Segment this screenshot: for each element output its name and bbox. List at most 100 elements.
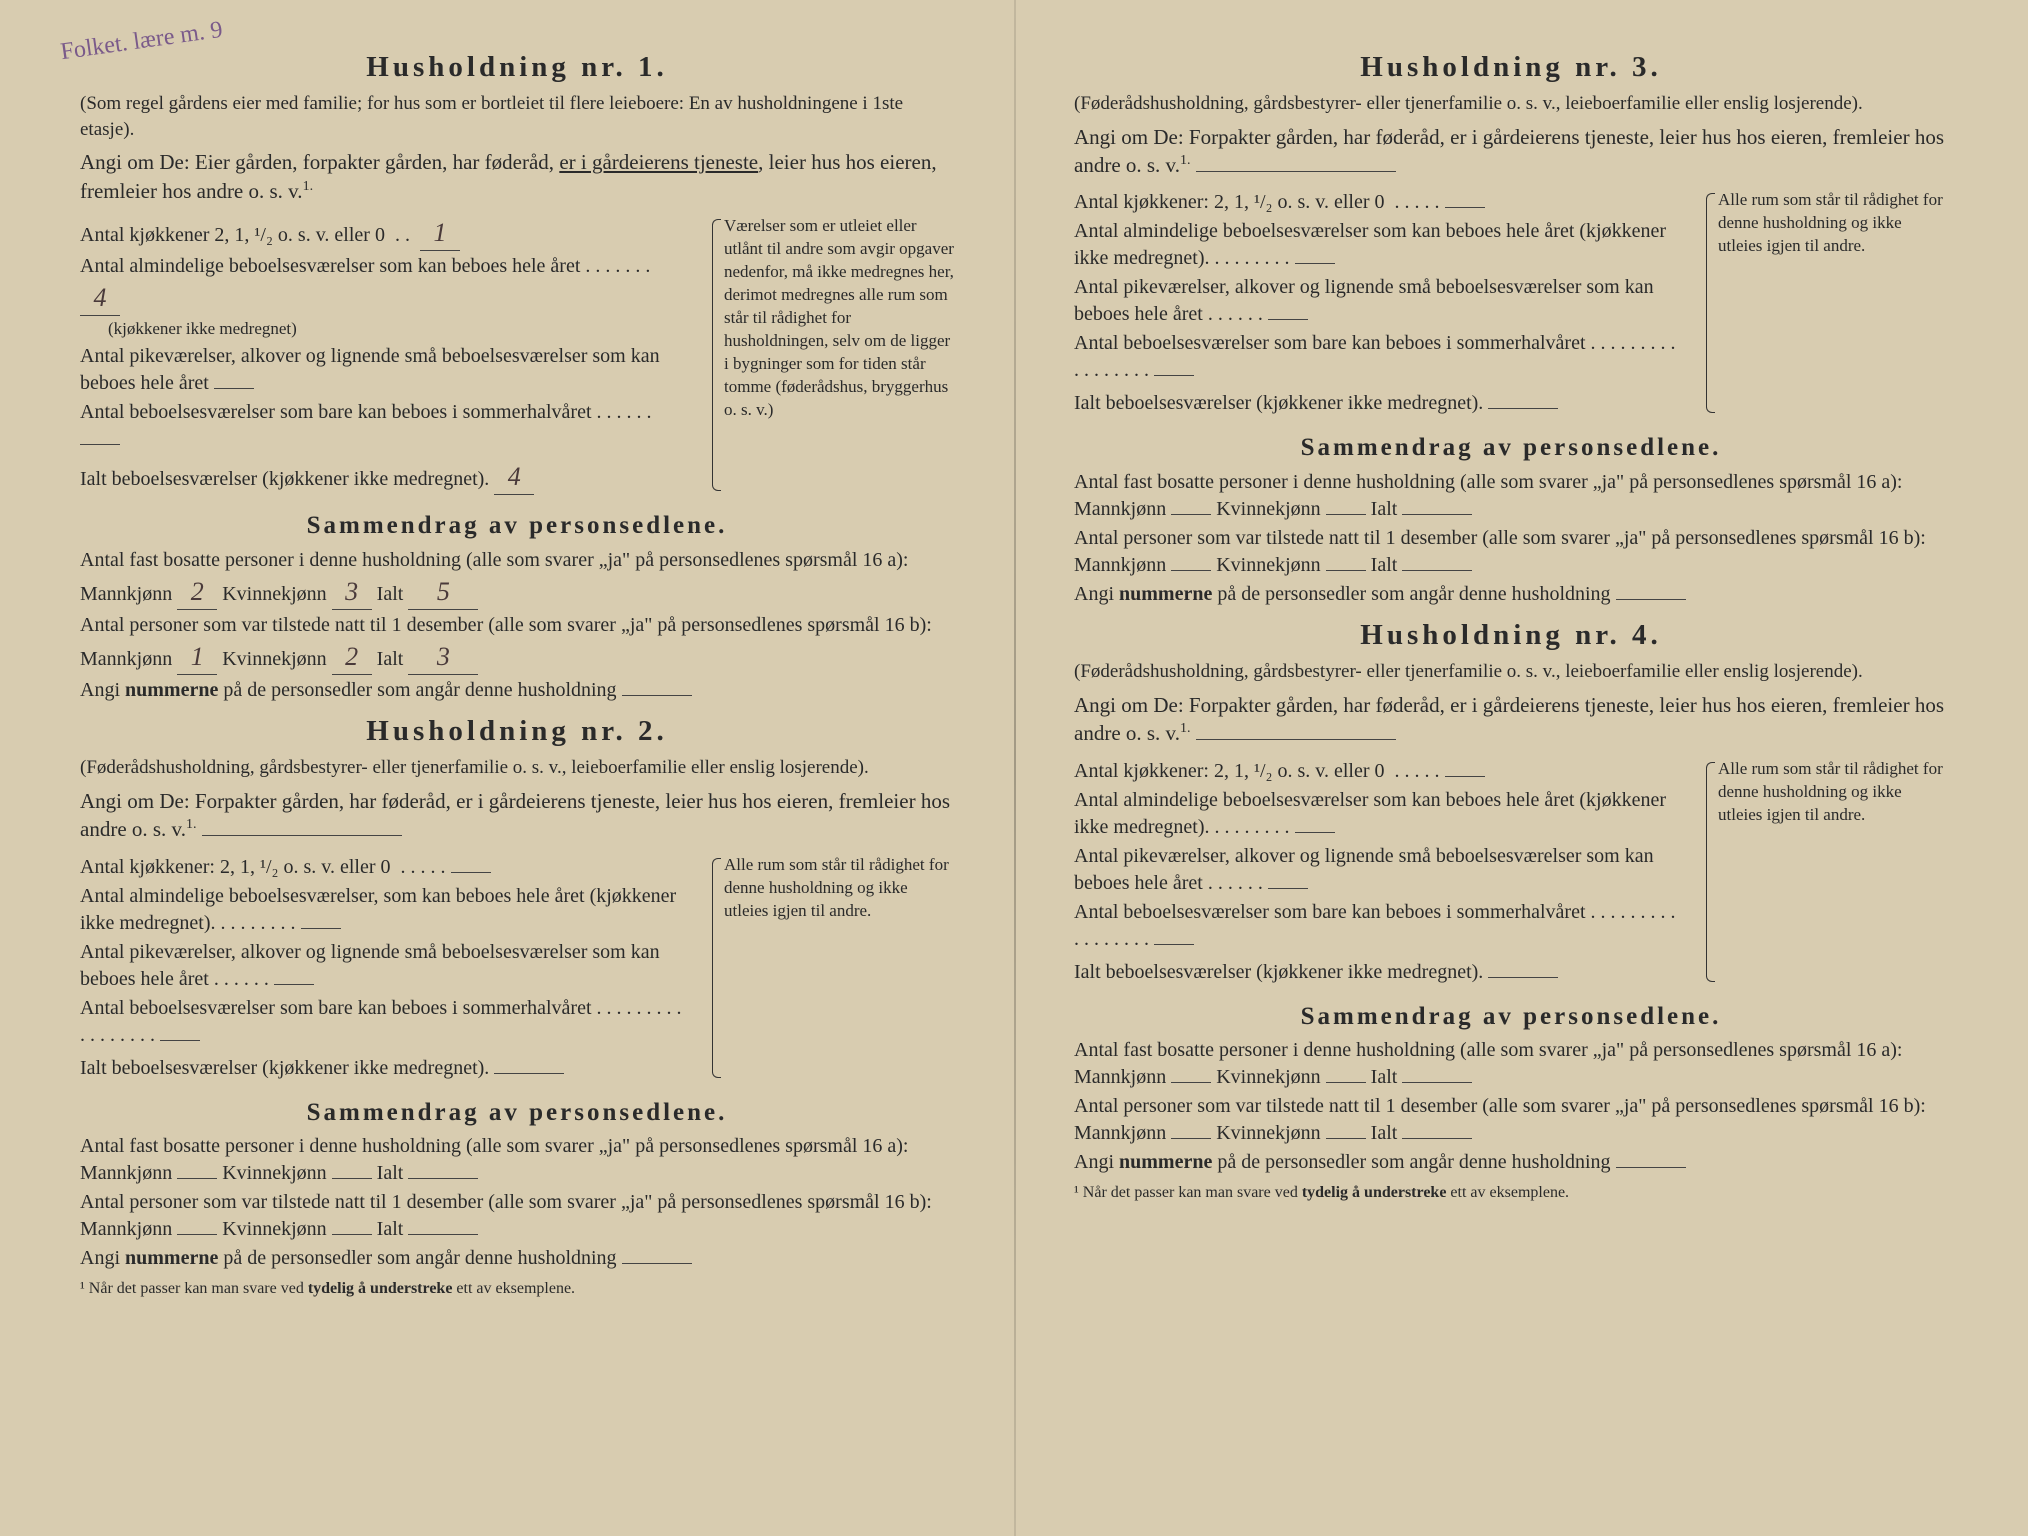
hh1-angi-sup: 1. bbox=[303, 179, 314, 194]
hh3-kj-l1: Antal kjøkkener: 2, 1, ¹/₂ o. s. v. elle… bbox=[1074, 191, 1385, 213]
label-tydelig: tydelig å understreke bbox=[308, 1280, 453, 1297]
hh4-kj-ialt: Ialt beboelsesværelser (kjøkkener ikke m… bbox=[1074, 961, 1483, 983]
hh3-kj-block: Antal kjøkkener: 2, 1, ¹/₂ o. s. v. elle… bbox=[1074, 189, 1948, 417]
label-kvinn7: Kvinnekjønn bbox=[1216, 1066, 1320, 1088]
hh3-s2: Antal personer som var tilstede natt til… bbox=[1074, 525, 1948, 579]
hh3-sammen-title: Sammendrag av personsedlene. bbox=[1074, 431, 1948, 465]
hh2-kj-ialt: Ialt beboelsesværelser (kjøkkener ikke m… bbox=[80, 1057, 489, 1079]
hh3-kj-right: Alle rum som står til rådighet for denne… bbox=[1700, 189, 1948, 417]
hh2-kj-left: Antal kjøkkener: 2, 1, ¹/₂ o. s. v. elle… bbox=[80, 854, 688, 1082]
hh4-kj-l4: Antal beboelsesværelser som bare kan beb… bbox=[1074, 901, 1586, 923]
label-ialt5: Ialt bbox=[1371, 498, 1398, 520]
hh3-s2-text: Antal personer som var tilstede natt til… bbox=[1074, 527, 1926, 576]
hh2-kj-l1: Antal kjøkkener: 2, 1, ¹/₂ o. s. v. elle… bbox=[80, 856, 391, 878]
hh3-angi-prefix: Angi om De: Forpakter gården, har føderå… bbox=[1074, 125, 1944, 177]
label-ialt7: Ialt bbox=[1371, 1066, 1398, 1088]
hh2-angi-sup: 1. bbox=[186, 817, 197, 832]
brace-icon bbox=[1700, 758, 1714, 986]
hh3-angi: Angi om De: Forpakter gården, har føderå… bbox=[1074, 123, 1948, 180]
brace-icon bbox=[706, 854, 720, 1082]
hh2-paren: (Føderådshusholdning, gårdsbestyrer- ell… bbox=[80, 755, 954, 781]
label-ialt2: Ialt bbox=[377, 648, 404, 670]
hh3-paren: (Føderådshusholdning, gårdsbestyrer- ell… bbox=[1074, 91, 1948, 117]
hh3-kj-left: Antal kjøkkener: 2, 1, ¹/₂ o. s. v. elle… bbox=[1074, 189, 1682, 417]
hh4-kj-block: Antal kjøkkener: 2, 1, ¹/₂ o. s. v. elle… bbox=[1074, 758, 1948, 986]
hh4-kj-l1: Antal kjøkkener: 2, 1, ¹/₂ o. s. v. elle… bbox=[1074, 760, 1385, 782]
hh1-s1t: 5 bbox=[428, 574, 458, 609]
label-ialt3: Ialt bbox=[377, 1162, 404, 1184]
hh1-kj-ialtv: 4 bbox=[499, 459, 529, 494]
hh1-kj-l4: Antal beboelsesværelser som bare kan beb… bbox=[80, 401, 592, 423]
hh2-numline: Angi nummerne på de personsedler som ang… bbox=[80, 1245, 954, 1272]
hh2-kj-right: Alle rum som står til rådighet for denne… bbox=[706, 854, 954, 1082]
hh2-kj-block: Antal kjøkkener: 2, 1, ¹/₂ o. s. v. elle… bbox=[80, 854, 954, 1082]
left-page: Husholdning nr. 1. (Som regel gårdens ei… bbox=[40, 30, 994, 1506]
hh2-kj-l4: Antal beboelsesværelser som bare kan beb… bbox=[80, 997, 592, 1019]
hh3-s1-text: Antal fast bosatte personer i denne hush… bbox=[1074, 471, 1903, 520]
hh1-s2t: 3 bbox=[428, 639, 458, 674]
hh3-kj-l3: Antal pikeværelser, alkover og lignende … bbox=[1074, 276, 1654, 325]
center-fold bbox=[1014, 0, 1016, 1536]
hh3-angi-sup: 1. bbox=[1180, 153, 1191, 168]
hh4-paren: (Føderådshusholdning, gårdsbestyrer- ell… bbox=[1074, 659, 1948, 685]
hh3-numline: Angi nummerne på de personsedler som ang… bbox=[1074, 581, 1948, 608]
hh3-right-note: Alle rum som står til rådighet for denne… bbox=[1718, 190, 1943, 255]
hh1-kj-l1: Antal kjøkkener 2, 1, ¹/₂ o. s. v. eller… bbox=[80, 224, 385, 246]
hh2-right-note: Alle rum som står til rådighet for denne… bbox=[724, 855, 949, 920]
label-kvinn: Kvinnekjønn bbox=[222, 583, 326, 605]
hh4-kj-left: Antal kjøkkener: 2, 1, ¹/₂ o. s. v. elle… bbox=[1074, 758, 1682, 986]
hh4-s2-text: Antal personer som var tilstede natt til… bbox=[1074, 1095, 1926, 1144]
hh1-angi: Angi om De: Eier gården, forpakter gårde… bbox=[80, 148, 954, 205]
hh2-s1: Antal fast bosatte personer i denne hush… bbox=[80, 1133, 954, 1187]
hh4-angi-sup: 1. bbox=[1180, 721, 1191, 736]
hh1-sammen-title: Sammendrag av personsedlene. bbox=[80, 509, 954, 543]
hh1-kj-l3: Antal pikeværelser, alkover og lignende … bbox=[80, 345, 660, 394]
hh3-kj-l2: Antal almindelige beboelsesværelser som … bbox=[1074, 220, 1666, 269]
brace-icon bbox=[1700, 189, 1714, 417]
hh1-right-note: Værelser som er utleiet eller utlånt til… bbox=[724, 216, 954, 419]
label-kvinn8: Kvinnekjønn bbox=[1216, 1122, 1320, 1144]
hh3-s1: Antal fast bosatte personer i denne hush… bbox=[1074, 469, 1948, 523]
hh4-title: Husholdning nr. 4. bbox=[1074, 616, 1948, 655]
label-ialt4: Ialt bbox=[377, 1218, 404, 1240]
label-kvinn2: Kvinnekjønn bbox=[222, 648, 326, 670]
hh2-title: Husholdning nr. 2. bbox=[80, 712, 954, 751]
label-ialt6: Ialt bbox=[1371, 554, 1398, 576]
hh3-kj-l4: Antal beboelsesværelser som bare kan beb… bbox=[1074, 332, 1586, 354]
hh4-s1: Antal fast bosatte personer i denne hush… bbox=[1074, 1037, 1948, 1091]
hh1-title: Husholdning nr. 1. bbox=[80, 48, 954, 87]
hh1-kj-ialt: Ialt beboelsesværelser (kjøkkener ikke m… bbox=[80, 468, 489, 490]
label-ialt8: Ialt bbox=[1371, 1122, 1398, 1144]
hh4-sammen-title: Sammendrag av personsedlene. bbox=[1074, 1000, 1948, 1034]
hh1-kj-l2v: 4 bbox=[85, 280, 115, 315]
hh4-angi-prefix: Angi om De: Forpakter gården, har føderå… bbox=[1074, 693, 1944, 745]
hh1-s2m: 1 bbox=[182, 639, 212, 674]
label-nummerne: nummerne bbox=[125, 679, 218, 701]
label-ialt: Ialt bbox=[377, 583, 404, 605]
hh4-numline: Angi nummerne på de personsedler som ang… bbox=[1074, 1149, 1948, 1176]
hh1-s2k: 2 bbox=[337, 639, 367, 674]
label-kvinn5: Kvinnekjønn bbox=[1216, 498, 1320, 520]
hh1-s1m: 2 bbox=[182, 574, 212, 609]
hh4-s2: Antal personer som var tilstede natt til… bbox=[1074, 1093, 1948, 1147]
hh1-s1k: 3 bbox=[337, 574, 367, 609]
hh2-angi: Angi om De: Forpakter gården, har føderå… bbox=[80, 787, 954, 844]
hh4-footnote: ¹ Når det passer kan man svare ved tydel… bbox=[1074, 1182, 1948, 1204]
hh2-sammen-title: Sammendrag av personsedlene. bbox=[80, 1096, 954, 1130]
label-tydelig2: tydelig å understreke bbox=[1302, 1184, 1447, 1201]
label-nummerne4: nummerne bbox=[1119, 1151, 1212, 1173]
hh2-kj-l3: Antal pikeværelser, alkover og lignende … bbox=[80, 941, 660, 990]
hh2-s2: Antal personer som var tilstede natt til… bbox=[80, 1189, 954, 1243]
label-kvinn6: Kvinnekjønn bbox=[1216, 554, 1320, 576]
hh2-kj-l2: Antal almindelige beboelsesværelser, som… bbox=[80, 885, 676, 934]
brace-icon bbox=[706, 215, 720, 495]
hh1-paren: (Som regel gårdens eier med familie; for… bbox=[80, 91, 954, 142]
label-kvinn3: Kvinnekjønn bbox=[222, 1162, 326, 1184]
hh2-s2-text: Antal personer som var tilstede natt til… bbox=[80, 1191, 932, 1240]
label-nummerne2: nummerne bbox=[125, 1247, 218, 1269]
hh4-angi: Angi om De: Forpakter gården, har føderå… bbox=[1074, 691, 1948, 748]
right-page: Husholdning nr. 3. (Føderådshusholdning,… bbox=[1034, 30, 1988, 1506]
hh4-kj-l3: Antal pikeværelser, alkover og lignende … bbox=[1074, 845, 1654, 894]
hh1-kj-l1v: 1 bbox=[425, 215, 455, 250]
hh1-kj-block: Antal kjøkkener 2, 1, ¹/₂ o. s. v. eller… bbox=[80, 215, 954, 495]
